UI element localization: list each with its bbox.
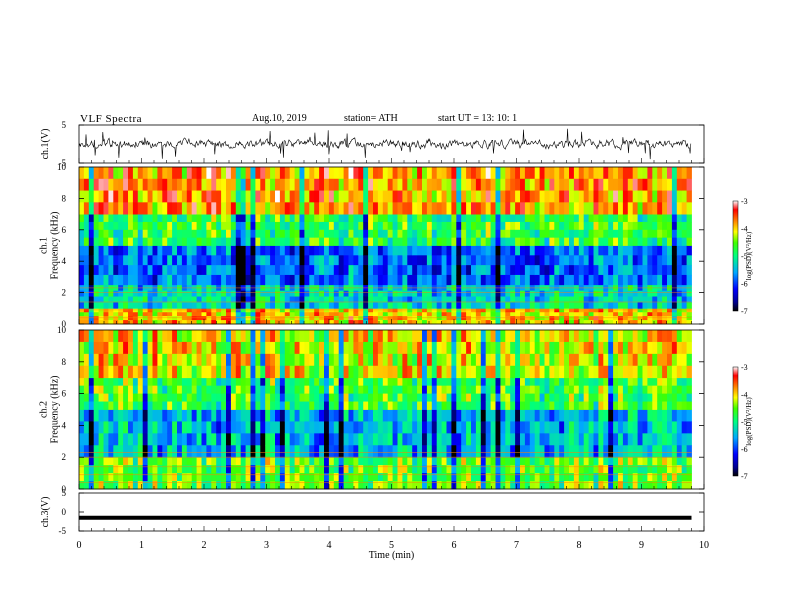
ch3-waveform-ylabel: ch.3(V) — [40, 497, 51, 528]
ch1-spectrogram-colorbar-tick: -7 — [741, 307, 748, 316]
ch2-spectrogram-colorbar-label: log(PSD)(V²/Hz) — [745, 397, 753, 446]
ch2-spectrogram-heatmap — [79, 330, 692, 490]
ch1-spectrogram-colorbar-label: log(PSD)(V²/Hz) — [745, 231, 753, 280]
ch1-waveform-line — [78, 128, 692, 160]
x-tick-label: 2 — [202, 540, 207, 551]
station-label: station= ATH — [344, 113, 398, 124]
ch1-spectrogram-ytick-label: 0 — [62, 319, 67, 329]
ch1-spectrogram-colorbar-tick: -5 — [741, 252, 748, 261]
ch1-spectrogram-ylabel: Frequency (kHz) — [50, 211, 61, 279]
ch3-waveform-ytick-label: -5 — [59, 526, 67, 536]
ch1-spectrogram-ytick-label: 10 — [57, 162, 67, 172]
ch2-spectrogram-colorbar-tick: -7 — [741, 472, 748, 481]
ch1-spectrogram-ytick-label: 6 — [62, 225, 67, 235]
x-tick-label: 0 — [77, 540, 82, 551]
ch2-spectrogram-ytick-label: 0 — [62, 484, 67, 494]
ch2-spectrogram-colorbar-tick: -5 — [741, 418, 748, 427]
ch1-spectrogram-ytick-label: 8 — [62, 193, 67, 203]
date-label: Aug.10, 2019 — [252, 113, 307, 124]
x-axis-label: Time (min) — [369, 550, 414, 561]
ch2-spectrogram-ylabel: ch.2 — [39, 401, 50, 418]
ch3-waveform-frame — [78, 492, 705, 532]
x-tick-label: 9 — [639, 540, 644, 551]
ch2-spectrogram-ytick-label: 8 — [62, 357, 67, 367]
ch2-spectrogram-colorbar-tick: -3 — [741, 363, 748, 372]
ch1-spectrogram-colorbar — [732, 200, 739, 312]
ch1-spectrogram-colorbar-tick: -3 — [741, 197, 748, 206]
ch2-spectrogram-colorbar-tick: -4 — [741, 390, 748, 399]
x-tick-label: 8 — [577, 540, 582, 551]
ch1-spectrogram-ylabel: ch.1 — [39, 237, 50, 254]
ch2-spectrogram-ytick-label: 4 — [62, 420, 67, 430]
ch1-waveform-ytick-label: -5 — [59, 158, 67, 168]
start-time-label: start UT = 13: 10: 1 — [438, 113, 518, 124]
x-tick-label: 5 — [389, 540, 394, 551]
x-tick-label: 7 — [514, 540, 519, 551]
ch1-spectrogram-heatmap — [79, 167, 692, 325]
x-tick-label: 3 — [264, 540, 269, 551]
chart-title: VLF Spectra — [80, 113, 143, 125]
ch1-spectrogram-colorbar-tick: -4 — [741, 225, 748, 234]
ch3-waveform-ytick-label: 0 — [62, 507, 67, 517]
x-tick-label: 1 — [139, 540, 144, 551]
ch3-waveform-ytick-label: 5 — [62, 488, 67, 498]
ch1-spectrogram-ytick-label: 4 — [62, 256, 67, 266]
ch2-spectrogram-ytick-label: 6 — [62, 389, 67, 399]
ch1-waveform-ytick-label: 5 — [62, 120, 67, 130]
ch2-spectrogram-ylabel: Frequency (kHz) — [50, 375, 61, 443]
x-tick-label: 6 — [452, 540, 457, 551]
ch1-waveform-ylabel: ch.1(V) — [40, 129, 51, 160]
ch2-spectrogram-colorbar — [732, 366, 739, 477]
ch2-spectrogram-ytick-label: 2 — [62, 452, 67, 462]
x-tick-label: 4 — [327, 540, 332, 551]
x-tick-label: 10 — [699, 540, 709, 551]
ch2-spectrogram-colorbar-tick: -6 — [741, 445, 748, 454]
ch1-spectrogram-ytick-label: 2 — [62, 288, 67, 298]
ch1-spectrogram-colorbar-tick: -6 — [741, 280, 748, 289]
ch2-spectrogram-ytick-label: 10 — [57, 325, 67, 335]
